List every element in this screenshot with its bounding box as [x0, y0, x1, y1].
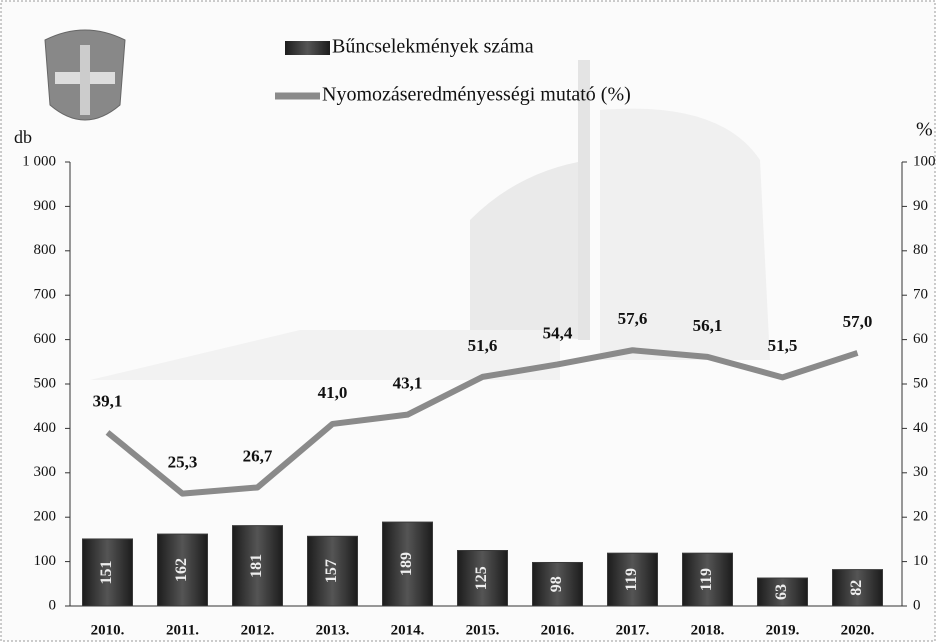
- line-value-label: 39,1: [93, 391, 123, 410]
- y-tick-label: 0: [49, 597, 57, 613]
- legend-swatch: [285, 41, 330, 55]
- y2-tick-label: 70: [913, 287, 928, 303]
- y2-tick-label: 60: [913, 331, 928, 347]
- line-value-label: 41,0: [318, 383, 348, 402]
- bar-value-label: 82: [848, 580, 865, 596]
- legend-label: Bűncselekmények száma: [332, 36, 534, 58]
- y-tick-label: 700: [34, 287, 57, 303]
- x-tick-label: 2020.: [841, 622, 875, 638]
- bar-value-label: 125: [473, 566, 490, 590]
- bar: [157, 533, 208, 607]
- bar-value-label: 98: [548, 576, 565, 592]
- y2-tick-label: 50: [913, 375, 928, 391]
- line-value-label: 57,6: [618, 309, 648, 328]
- line-value-label: 25,3: [168, 453, 198, 472]
- y2-tick-label: 30: [913, 464, 928, 480]
- bar-value-label: 189: [398, 552, 415, 576]
- bar: [457, 550, 508, 607]
- line-value-label: 54,4: [543, 323, 573, 342]
- y-axis-label: db: [14, 127, 32, 147]
- y2-tick-label: 80: [913, 242, 928, 258]
- bar: [307, 535, 358, 607]
- logo: [44, 29, 126, 121]
- bar: [832, 569, 883, 607]
- legend-label: Nyomozáseredményességi mutató (%): [322, 84, 631, 106]
- y-tick-label: 600: [34, 331, 57, 347]
- x-tick-label: 2011.: [166, 622, 199, 638]
- y2-tick-label: 20: [913, 509, 928, 525]
- x-tick-label: 2015.: [466, 622, 500, 638]
- y-tick-label: 800: [34, 242, 57, 258]
- bar: [532, 561, 583, 607]
- y-tick-label: 400: [34, 420, 57, 436]
- x-tick-label: 2017.: [616, 622, 650, 638]
- line-value-label: 51,6: [468, 336, 498, 355]
- x-tick-label: 2012.: [241, 622, 275, 638]
- bar-value-label: 63: [773, 584, 790, 600]
- y2-tick-label: 40: [913, 420, 928, 436]
- bar-value-label: 151: [98, 560, 115, 584]
- y-tick-label: 300: [34, 464, 57, 480]
- bar: [682, 552, 733, 607]
- line-value-label: 56,1: [693, 316, 723, 335]
- y2-tick-label: 90: [913, 198, 928, 214]
- y-tick-label: 100: [34, 553, 57, 569]
- y2-axis-label: %: [916, 119, 933, 141]
- line-value-label: 26,7: [243, 446, 273, 465]
- x-tick-label: 2018.: [691, 622, 725, 638]
- bar-value-label: 181: [248, 554, 265, 578]
- y-tick-label: 200: [34, 509, 57, 525]
- x-tick-label: 2016.: [541, 622, 575, 638]
- bar: [607, 552, 658, 607]
- bar-value-label: 119: [623, 568, 640, 591]
- bar-value-label: 162: [173, 558, 190, 582]
- y2-tick-label: 10: [913, 553, 928, 569]
- bar: [382, 521, 433, 607]
- y2-tick-label: 100: [913, 153, 936, 169]
- y2-tick-label: 0: [913, 597, 921, 613]
- x-tick-label: 2014.: [391, 622, 425, 638]
- bar: [232, 525, 283, 607]
- y-tick-label: 500: [34, 375, 57, 391]
- bar: [757, 577, 808, 607]
- x-tick-label: 2013.: [316, 622, 350, 638]
- line-value-label: 51,5: [768, 336, 798, 355]
- x-tick-label: 2010.: [91, 622, 125, 638]
- x-tick-label: 2019.: [766, 622, 800, 638]
- line: [105, 347, 859, 497]
- bar-value-label: 157: [323, 559, 340, 583]
- y-tick-label: 900: [34, 198, 57, 214]
- line-value-label: 57,0: [843, 312, 873, 331]
- line-value-label: 43,1: [393, 374, 423, 393]
- bar-value-label: 119: [698, 568, 715, 591]
- y-tick-label: 1 000: [22, 153, 56, 169]
- background-building: [90, 60, 770, 380]
- bar: [82, 538, 133, 607]
